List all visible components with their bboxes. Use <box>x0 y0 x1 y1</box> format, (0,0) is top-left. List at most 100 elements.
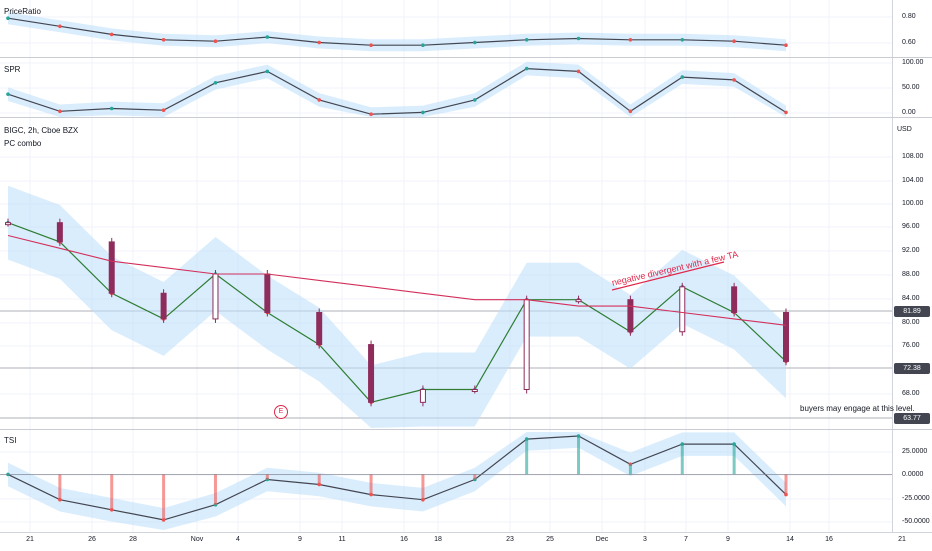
priceratio-series-line <box>7 17 787 46</box>
priceratio-ytick: 0.60 <box>902 39 916 46</box>
priceratio-data-point <box>369 43 373 47</box>
priceratio-envelope-band <box>8 12 786 52</box>
pane-separator[interactable] <box>0 57 932 58</box>
spr-data-point <box>109 106 114 111</box>
main-ytick: 80.00 <box>902 319 920 326</box>
main-ytick: 84.00 <box>902 295 920 302</box>
priceratio-title: PriceRatio <box>4 7 41 16</box>
priceratio-data-point <box>628 38 633 42</box>
priceratio-data-point <box>421 43 425 47</box>
candle-body <box>108 241 115 294</box>
main-envelope-band <box>8 185 786 428</box>
xtick-label: 21 <box>26 536 34 543</box>
spr-data-point <box>265 69 270 74</box>
tsi-histogram-bar <box>732 444 736 475</box>
spr-data-point <box>576 69 581 74</box>
tsi-histogram-bar <box>213 474 217 505</box>
xtick-label: Dec <box>595 536 609 543</box>
tsi-ytick: 25.0000 <box>902 448 928 455</box>
spr-data-point <box>369 112 373 116</box>
spr-data-point <box>317 98 322 102</box>
spr-data-point <box>732 78 736 82</box>
xtick-label: 28 <box>129 536 137 543</box>
spr-ytick: 50.00 <box>902 84 920 91</box>
price-tag[interactable]: 63.77 <box>894 413 930 424</box>
main-ytick: 100.00 <box>902 200 924 207</box>
xtick-label: 3 <box>643 536 647 543</box>
priceratio-data-point <box>576 36 581 41</box>
tsi-histogram-bar <box>784 474 788 495</box>
tsi-histogram-bar <box>577 436 581 475</box>
priceratio-data-point <box>317 40 322 45</box>
pane-separator[interactable] <box>0 117 932 118</box>
xtick-label: Nov <box>190 536 204 543</box>
main-ytick: 68.00 <box>902 390 920 397</box>
chart-canvas[interactable] <box>0 0 892 532</box>
spr-data-point <box>421 110 425 115</box>
priceratio-ytick: 0.80 <box>902 13 916 20</box>
indicator-title[interactable]: PC combo <box>4 139 42 148</box>
tsi-histogram-bar <box>58 474 62 500</box>
spr-title: SPR <box>4 65 21 74</box>
candle-body <box>5 222 11 226</box>
price-tag[interactable]: 72.38 <box>894 363 930 374</box>
price-tag[interactable]: 81.89 <box>894 306 930 317</box>
spr-ytick: 0.00 <box>902 109 916 116</box>
candle-body <box>471 389 478 392</box>
candle-body <box>419 389 426 403</box>
priceratio-data-point <box>161 38 166 42</box>
tsi-title: TSI <box>4 436 17 445</box>
xtick-label: 16 <box>825 536 833 543</box>
xtick-label: 26 <box>88 536 96 543</box>
tsi-ytick: -50.0000 <box>902 518 930 525</box>
candle-body <box>264 273 271 313</box>
priceratio-data-point <box>473 40 477 45</box>
xtick-label: 4 <box>236 536 240 543</box>
tsi-histogram-bar <box>628 464 632 475</box>
candle-body <box>783 312 789 362</box>
priceratio-data-point <box>265 35 270 39</box>
xtick-label: 9 <box>726 536 730 543</box>
spr-data-point <box>784 110 788 115</box>
pane-separator[interactable] <box>0 429 932 430</box>
main-ytick: 92.00 <box>902 247 920 254</box>
tsi-ytick: 0.0000 <box>902 471 924 478</box>
candle-body <box>368 344 375 403</box>
priceratio-data-point <box>732 39 736 43</box>
main-ytick: 76.00 <box>902 342 920 349</box>
candle-body <box>575 299 582 303</box>
currency-label: USD <box>897 126 912 133</box>
spr-data-point <box>6 92 10 96</box>
candle-body <box>160 292 167 320</box>
divergence-line <box>611 261 725 291</box>
time-axis[interactable] <box>0 532 932 551</box>
candle-body <box>731 286 738 314</box>
tsi-series-line <box>7 435 787 521</box>
spr-data-point <box>524 66 529 71</box>
earnings-event-badge[interactable]: E <box>274 405 288 419</box>
xtick-label: 7 <box>684 536 688 543</box>
tsi-histogram-bar <box>421 474 425 500</box>
main-ytick: 88.00 <box>902 271 920 278</box>
main-ytick: 104.00 <box>902 177 924 184</box>
tsi-ytick: -25.0000 <box>902 495 930 502</box>
candle-body <box>56 222 63 243</box>
priceratio-data-point <box>213 39 218 43</box>
spr-data-point <box>161 108 166 112</box>
spr-series-line <box>7 67 787 115</box>
moving-average-line <box>7 234 787 326</box>
main-ytick: 96.00 <box>902 223 920 230</box>
price-axis[interactable] <box>892 0 932 532</box>
spr-data-point <box>680 75 685 79</box>
spr-data-point <box>213 81 218 85</box>
xtick-label: 11 <box>338 536 346 543</box>
tsi-histogram-bar <box>265 474 269 480</box>
candle-body <box>212 273 219 320</box>
spr-data-point <box>58 109 62 114</box>
tsi-histogram-bar <box>525 439 529 475</box>
xtick-label: 18 <box>434 536 442 543</box>
priceratio-data-point <box>58 24 62 29</box>
symbol-title[interactable]: BIGC, 2h, Cboe BZX <box>4 126 79 135</box>
support-note[interactable]: buyers may engage at this level. <box>800 404 915 413</box>
